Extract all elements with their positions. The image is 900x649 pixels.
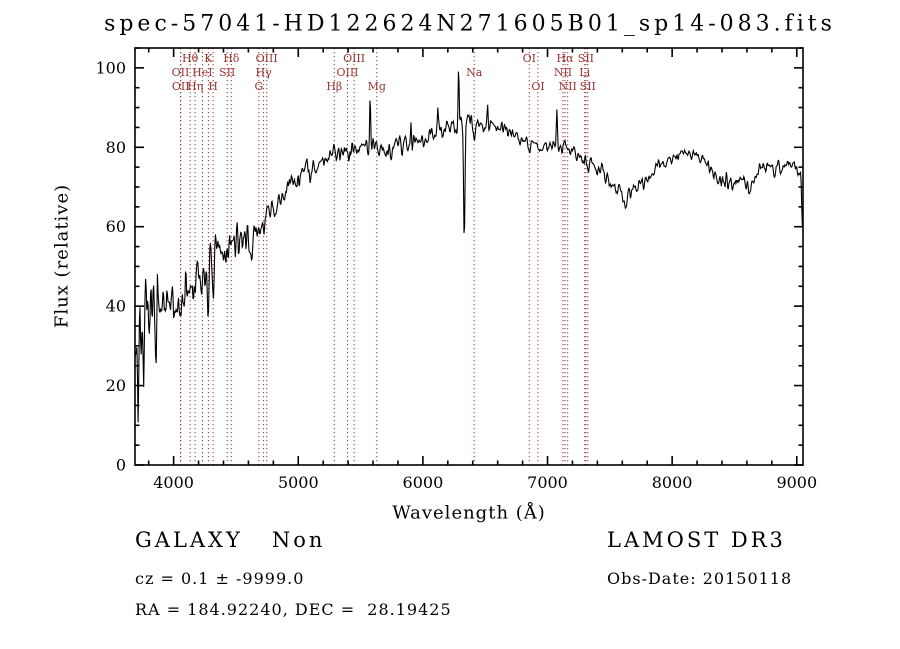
x-tick-label: 5000 [278,473,319,492]
line-label: OII [172,80,190,93]
line-label: OI [531,80,544,93]
line-label: Li [579,66,590,79]
plot-frame [134,47,804,466]
y-tick-label: 100 [95,58,126,77]
cz-value-label: cz = 0.1 ± -9999.0 [135,569,305,588]
line-label: Na [466,66,483,79]
line-label: SII [219,66,235,79]
y-tick-label: 60 [106,217,126,236]
x-tick-label: 8000 [652,473,693,492]
line-label: OI [523,52,536,65]
line-label: SII [580,80,596,93]
line-label: OII [172,66,190,79]
y-tick-label: 80 [106,138,126,157]
line-label: Hβ [326,80,342,93]
line-label: OIII [256,52,278,65]
spectrum-path [134,71,804,423]
x-tick-label: 7000 [527,473,568,492]
line-label: K [204,52,213,65]
line-label: NII [559,80,577,93]
line-label: NII [554,66,572,79]
line-label: Hγ [256,66,273,79]
line-label: Hη [187,80,203,93]
obs-date-label: Obs-Date: 20150118 [607,569,793,588]
y-tick-label: 40 [106,297,126,316]
line-label: OIII [343,52,365,65]
spectral-line-markers [180,48,589,465]
ra-dec-label: RA = 184.92240, DEC = 28.19425 [135,600,452,619]
spectral-line-labels: OIIOIIHθHηHeIKHSIIHδGHγOIIIHβOIIIOIIIMgN… [172,52,596,93]
line-label: HeI [192,66,212,79]
x-tick-label: 9000 [776,473,817,492]
line-label: G [255,80,264,93]
line-label: Hδ [223,52,240,65]
line-label: Hθ [182,52,199,65]
object-class-label: GALAXY Non [135,528,326,552]
line-label: Hα [556,52,574,65]
y-axis-label: Flux (relative) [51,183,73,329]
x-tick-label: 6000 [403,473,444,492]
tick-labels: 4000 5000 6000 7000 8000 9000 0 20 40 60 80 100 [95,58,817,492]
line-label: OIII [336,66,358,79]
line-label: Mg [368,80,386,93]
axes [134,47,804,466]
y-tick-label: 0 [116,456,126,475]
x-tick-label: 4000 [153,473,194,492]
x-axis-label: Wavelength (Å) [392,502,546,524]
survey-release-label: LAMOST DR3 [607,528,786,552]
line-label: H [208,80,218,93]
plot-title: spec-57041-HD122624N271605B01_sp14-083.f… [104,11,836,37]
line-label: SII [578,52,594,65]
y-tick-label: 20 [106,376,126,395]
